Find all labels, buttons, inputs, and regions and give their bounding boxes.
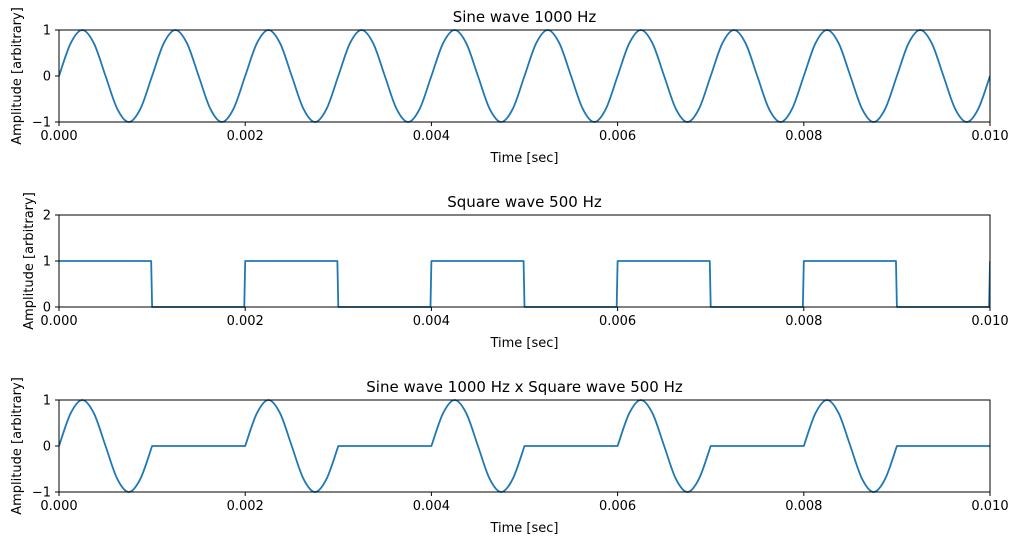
x-tick-label: 0.002 [227, 129, 264, 144]
y-tick-label: 1 [43, 255, 51, 270]
y-tick-label: 0 [43, 301, 51, 316]
x-tick-label: 0.010 [971, 314, 1008, 329]
series-line [59, 29, 990, 123]
x-axis-label: Time [sec] [489, 521, 558, 536]
y-tick-label: 1 [43, 24, 51, 39]
y-axis-label: Amplitude [arbitrary] [22, 192, 37, 330]
x-tick-label: 0.010 [971, 499, 1008, 514]
y-axis-label: Amplitude [arbitrary] [10, 377, 25, 515]
x-axis-label: Time [sec] [489, 336, 558, 351]
x-tick-label: 0.000 [40, 129, 77, 144]
x-tick-label: 0.008 [785, 499, 822, 514]
x-tick-label: 0.008 [785, 314, 822, 329]
series-line [59, 399, 990, 493]
x-tick-label: 0.000 [40, 314, 77, 329]
y-tick-label: 0 [43, 440, 51, 455]
x-tick-label: 0.002 [227, 499, 264, 514]
chart-title: Sine wave 1000 Hz [453, 8, 597, 26]
chart-title: Square wave 500 Hz [447, 193, 602, 211]
chart-title: Sine wave 1000 Hz x Square wave 500 Hz [366, 378, 683, 396]
x-tick-label: 0.006 [599, 499, 636, 514]
x-tick-label: 0.002 [227, 314, 264, 329]
y-tick-label: 0 [43, 70, 51, 85]
x-tick-label: 0.000 [40, 499, 77, 514]
x-tick-label: 0.006 [599, 129, 636, 144]
x-tick-label: 0.010 [971, 129, 1008, 144]
x-tick-label: 0.004 [413, 129, 450, 144]
y-tick-label: 2 [43, 209, 51, 224]
x-axis-label: Time [sec] [489, 151, 558, 166]
y-tick-label: −1 [32, 116, 51, 131]
x-tick-label: 0.008 [785, 129, 822, 144]
y-tick-label: 1 [43, 394, 51, 409]
y-tick-label: −1 [32, 486, 51, 501]
x-tick-label: 0.004 [413, 314, 450, 329]
subplot-3: 0.000 0.002 0.004 0.006 0.008 0.010 −1 0 1 Sine w… [10, 377, 1009, 536]
y-axis-label: Amplitude [arbitrary] [10, 7, 25, 145]
x-tick-label: 0.004 [413, 499, 450, 514]
x-tick-label: 0.006 [599, 314, 636, 329]
series-line [59, 260, 990, 308]
subplot-2: 0.000 0.002 0.004 0.006 0.008 0.010 0 1 2 Square … [22, 192, 1009, 351]
subplot-1: 0.000 0.002 0.004 0.006 0.008 0.010 −1 0 1 Sine w… [10, 7, 1009, 166]
